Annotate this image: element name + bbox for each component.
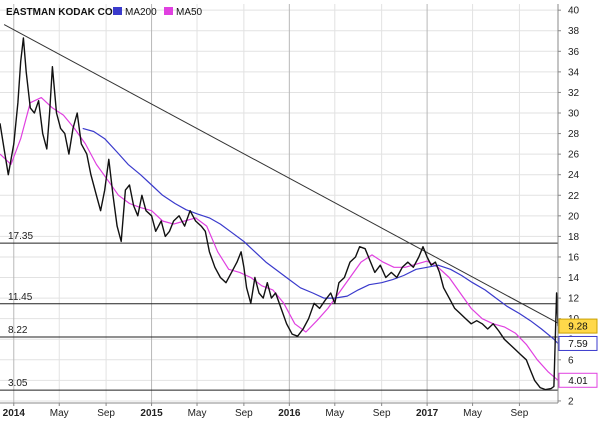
y-tick-label: 34 bbox=[568, 67, 580, 78]
value-box bbox=[558, 335, 598, 351]
x-tick-label: 2017 bbox=[416, 408, 439, 419]
value-box-label: 9.28 bbox=[568, 322, 588, 333]
y-tick-label: 28 bbox=[568, 129, 580, 140]
legend-ma200-swatch bbox=[113, 7, 122, 15]
x-tick-label: May bbox=[325, 408, 344, 419]
x-tick-label: May bbox=[463, 408, 482, 419]
x-tick-label: Sep bbox=[511, 408, 529, 419]
level-label: 17.35 bbox=[8, 231, 33, 242]
value-box bbox=[558, 372, 598, 388]
value-box-label: 4.01 bbox=[568, 376, 588, 387]
series-layer bbox=[0, 37, 559, 391]
x-tick-label: Sep bbox=[373, 408, 391, 419]
value-box bbox=[558, 318, 598, 334]
y-tick-label: 24 bbox=[568, 170, 580, 181]
level-label: 3.05 bbox=[8, 378, 28, 389]
value-box-label: 7.59 bbox=[568, 339, 588, 350]
legend-ma50-swatch bbox=[164, 7, 173, 15]
legend-ma50-label: MA50 bbox=[176, 7, 203, 18]
x-tick-label: 2015 bbox=[140, 408, 163, 419]
x-tick-label: May bbox=[50, 408, 69, 419]
x-tick-label: Sep bbox=[97, 408, 115, 419]
series-ma50-line bbox=[0, 97, 559, 381]
plot-frame bbox=[0, 4, 559, 404]
y-tick-label: 16 bbox=[568, 252, 580, 263]
y-tick-label: 22 bbox=[568, 191, 580, 202]
y-tick-label: 38 bbox=[568, 26, 580, 37]
series-ma200-line bbox=[82, 127, 559, 344]
legend-ma200-label: MA200 bbox=[125, 7, 157, 18]
trendline-layer bbox=[3, 24, 560, 325]
legend: EASTMAN KODAK CO. MA200 MA50 bbox=[6, 7, 203, 18]
y-tick-label: 14 bbox=[568, 273, 580, 284]
x-tick-label: Sep bbox=[235, 408, 253, 419]
chart-title: EASTMAN KODAK CO. bbox=[6, 7, 116, 18]
y-tick-label: 18 bbox=[568, 232, 580, 243]
x-tick-label: 2014 bbox=[3, 408, 26, 419]
y-tick-label: 26 bbox=[568, 150, 580, 161]
value-boxes: 9.28 7.59 4.01 bbox=[558, 318, 598, 388]
y-tick-label: 12 bbox=[568, 294, 580, 305]
y-tick-label: 32 bbox=[568, 88, 580, 99]
level-label: 8.22 bbox=[8, 325, 28, 336]
level-label: 11.45 bbox=[8, 292, 33, 303]
trendline bbox=[3, 24, 560, 325]
x-axis: 2014 May Sep 2015 May Sep 2016 May Sep 2017 May Sep bbox=[3, 403, 529, 419]
series-price-line bbox=[0, 37, 559, 391]
x-tick-label: May bbox=[188, 408, 207, 419]
y-tick-label: 36 bbox=[568, 47, 580, 58]
level-lines: 17.35 11.45 8.22 3.05 bbox=[0, 231, 558, 391]
x-tick-label: 2016 bbox=[278, 408, 301, 419]
y-tick-label: 2 bbox=[568, 396, 574, 407]
grid-lines bbox=[0, 4, 558, 403]
y-tick-label: 40 bbox=[568, 6, 580, 17]
y-tick-label: 6 bbox=[568, 355, 574, 366]
y-tick-label: 20 bbox=[568, 211, 580, 222]
y-tick-label: 30 bbox=[568, 109, 580, 120]
